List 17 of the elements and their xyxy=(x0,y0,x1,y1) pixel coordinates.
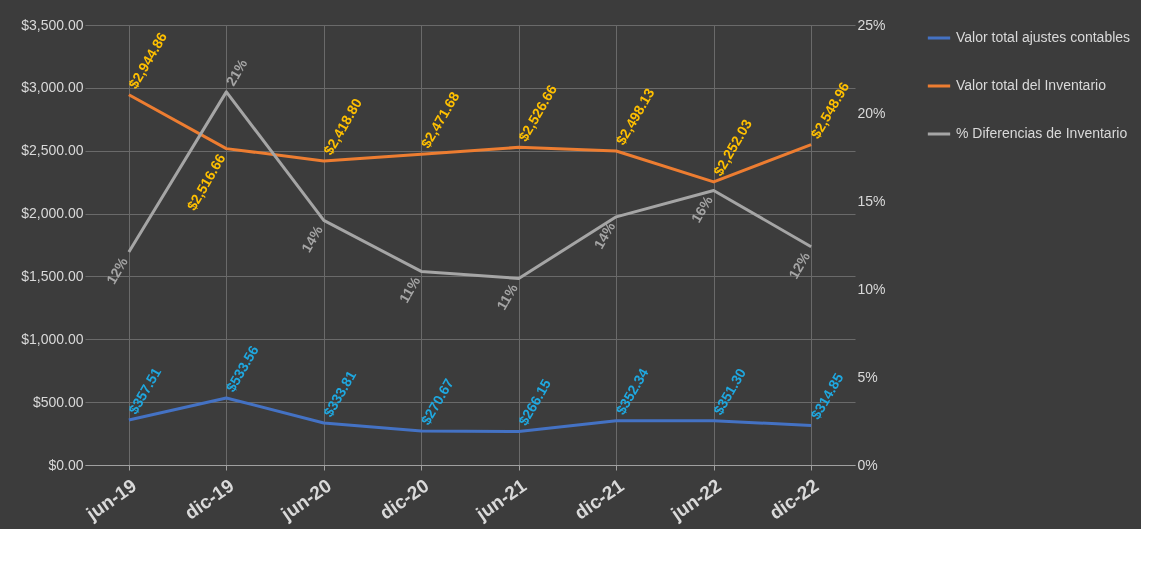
y2-tick-label: 0% xyxy=(857,456,878,473)
y-tick-label: $1,000.00 xyxy=(21,330,84,347)
y2-tick-label: 15% xyxy=(857,192,886,209)
y2-tick-label: 20% xyxy=(857,104,886,121)
legend-label: Valor total del Inventario xyxy=(956,77,1107,93)
y2-tick-label: 25% xyxy=(857,16,886,33)
y-tick-label: $3,500.00 xyxy=(21,16,84,33)
y-tick-label: $2,000.00 xyxy=(21,205,84,222)
y-tick-label: $2,500.00 xyxy=(21,142,84,159)
y-tick-label: $1,500.00 xyxy=(21,267,84,284)
legend-label: Valor total ajustes contables xyxy=(956,29,1131,45)
y2-tick-label: 10% xyxy=(857,280,886,297)
y2-tick-label: 5% xyxy=(857,368,878,385)
y-tick-label: $0.00 xyxy=(48,456,84,473)
y-tick-label: $500.00 xyxy=(32,393,84,410)
y-tick-label: $3,000.00 xyxy=(21,79,84,96)
legend-label: % Diferencias de Inventario xyxy=(956,125,1128,141)
